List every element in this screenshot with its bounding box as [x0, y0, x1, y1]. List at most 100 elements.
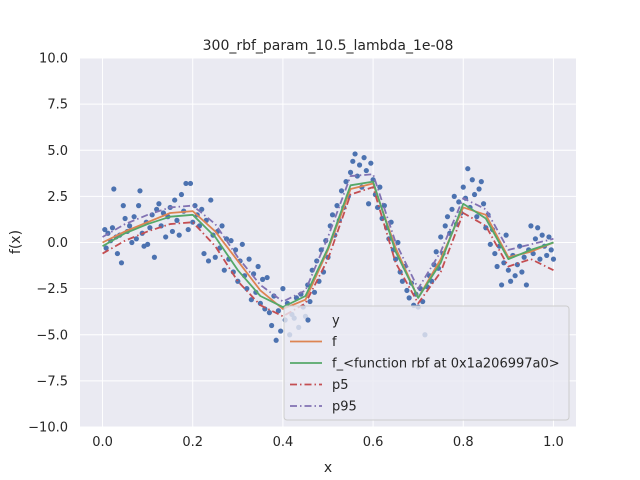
- data-point: [338, 188, 345, 194]
- data-point: [235, 278, 241, 284]
- x-axis-ticks: 0.0 0.2 0.4 0.6 0.8 1.0: [92, 435, 564, 450]
- data-point: [185, 226, 191, 233]
- data-point: [532, 236, 539, 242]
- data-point: [377, 184, 383, 190]
- x-tick-label: 0.6: [363, 435, 384, 450]
- data-point: [187, 180, 194, 187]
- data-point: [255, 263, 261, 270]
- data-point: [548, 247, 554, 253]
- data-point: [381, 203, 387, 209]
- data-point: [266, 310, 272, 316]
- data-point: [136, 203, 142, 209]
- data-point: [109, 225, 116, 231]
- data-point: [199, 206, 205, 212]
- data-point: [449, 206, 455, 212]
- data-point: [519, 269, 525, 275]
- y-tick-label: 10.0: [39, 52, 68, 67]
- data-point: [212, 254, 218, 260]
- legend: yf f_<function rbf at 0x1a206997a0> p5 p95: [283, 305, 570, 421]
- data-point: [433, 249, 439, 255]
- data-point: [508, 278, 514, 284]
- y-tick-label: 5.0: [47, 144, 68, 159]
- legend-box: [283, 305, 570, 421]
- data-point: [505, 267, 511, 273]
- data-point: [311, 289, 318, 295]
- legend-marker: [305, 317, 311, 323]
- data-point: [356, 162, 363, 168]
- data-point: [307, 298, 313, 305]
- data-point: [111, 186, 117, 192]
- data-point: [471, 191, 478, 198]
- data-point: [151, 254, 157, 260]
- data-point: [114, 250, 121, 257]
- data-point: [103, 245, 109, 251]
- data-point: [494, 263, 500, 270]
- legend-label: p5: [332, 378, 349, 393]
- series-line-3: [102, 186, 554, 318]
- data-point: [278, 328, 284, 334]
- data-point: [172, 197, 178, 203]
- data-point: [478, 179, 484, 185]
- data-point: [537, 256, 543, 262]
- data-point: [178, 191, 185, 198]
- data-point: [257, 300, 263, 306]
- data-point: [208, 197, 214, 203]
- y-tick-label: 0.0: [47, 236, 68, 251]
- data-point: [451, 193, 457, 199]
- data-point: [174, 217, 180, 223]
- y-tick-label: 7.5: [47, 98, 68, 113]
- x-tick-label: 0.0: [92, 435, 113, 450]
- data-point: [309, 267, 315, 273]
- series-line-2: [102, 180, 554, 308]
- data-point: [444, 214, 451, 220]
- y-tick-label: −5.0: [36, 328, 68, 343]
- data-point: [523, 282, 530, 288]
- data-point: [280, 286, 286, 292]
- y-tick-label: −10.0: [28, 421, 68, 436]
- data-point: [176, 232, 182, 238]
- data-point: [404, 287, 410, 294]
- y-tick-label: 2.5: [47, 190, 68, 205]
- data-point: [343, 179, 349, 185]
- data-point: [361, 155, 367, 161]
- data-point: [442, 223, 448, 229]
- x-tick-label: 0.2: [182, 435, 203, 450]
- data-point: [239, 241, 245, 247]
- data-point: [183, 180, 189, 187]
- data-point: [544, 252, 550, 259]
- data-point: [365, 201, 372, 207]
- data-point: [118, 260, 125, 266]
- data-point: [246, 256, 252, 262]
- data-point: [363, 167, 369, 174]
- data-point: [232, 247, 239, 253]
- data-point: [248, 297, 254, 303]
- legend-label: f: [332, 335, 337, 350]
- x-tick-label: 0.4: [273, 435, 294, 450]
- data-point: [131, 214, 137, 220]
- data-point: [352, 151, 358, 157]
- data-point: [244, 286, 250, 292]
- data-point: [492, 250, 498, 257]
- y-axis-label: f(x): [8, 230, 24, 254]
- data-layer: [102, 151, 557, 343]
- data-point: [122, 215, 128, 222]
- data-point: [528, 223, 534, 229]
- y-tick-label: −2.5: [36, 282, 68, 297]
- data-point: [127, 223, 133, 229]
- series-line-4: [102, 173, 554, 303]
- data-point: [465, 166, 471, 172]
- data-point: [397, 269, 403, 275]
- data-point: [406, 295, 412, 301]
- data-point: [350, 158, 356, 164]
- data-point: [501, 260, 507, 266]
- data-point: [368, 160, 374, 166]
- data-point: [395, 239, 401, 246]
- data-point: [275, 308, 281, 314]
- data-point: [487, 241, 493, 247]
- data-point: [205, 258, 212, 264]
- data-point: [149, 212, 155, 218]
- data-point: [399, 278, 405, 284]
- y-tick-label: −7.5: [36, 374, 68, 389]
- data-point: [169, 228, 176, 235]
- data-point: [133, 236, 139, 242]
